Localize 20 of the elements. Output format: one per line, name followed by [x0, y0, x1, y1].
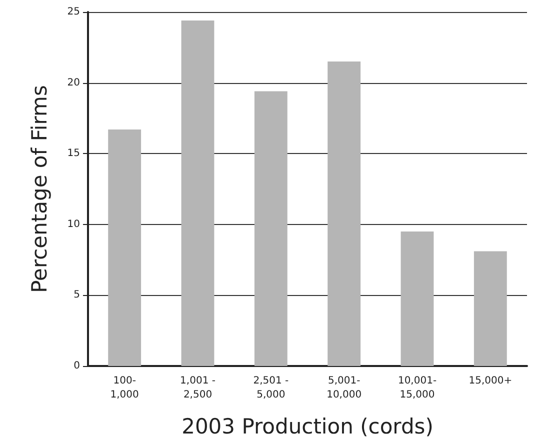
x-tick-label: 100- 1,000: [110, 376, 139, 400]
bar: [108, 130, 142, 366]
y-tick-label: 0: [74, 360, 80, 372]
x-tick-label: 15,000+: [468, 376, 512, 386]
x-axis-title: 2003 Production (cords): [182, 414, 434, 438]
bar: [328, 62, 361, 366]
x-tick-label: 10,001- 15,000: [398, 376, 437, 400]
bar: [474, 251, 507, 366]
y-axis-title: Percentage of Firms: [28, 85, 52, 293]
bar: [254, 91, 288, 366]
bar: [400, 231, 434, 366]
x-tick-label: 1,001 - 2,500: [180, 376, 216, 400]
y-tick-label: 20: [67, 77, 80, 88]
y-tick-label: 5: [74, 290, 80, 301]
y-tick-label: 15: [67, 148, 80, 160]
y-tick-label: 10: [67, 218, 80, 230]
x-tick-label: 5,001- 10,000: [326, 376, 362, 400]
x-tick-label: 2,501 - 5,000: [253, 376, 290, 400]
y-tick-label: 25: [67, 6, 80, 18]
bar: [181, 20, 214, 366]
